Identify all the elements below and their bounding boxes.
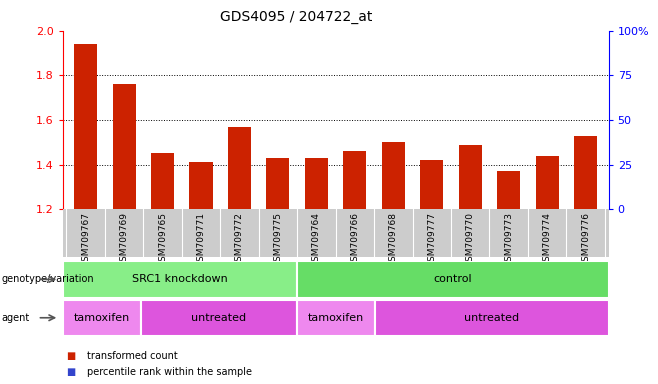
Text: tamoxifen: tamoxifen (74, 313, 130, 323)
Text: GDS4095 / 204722_at: GDS4095 / 204722_at (220, 10, 372, 23)
Text: control: control (434, 274, 472, 285)
Text: transformed count: transformed count (87, 351, 178, 361)
Bar (228, 127, 251, 209)
Bar (374, 300, 609, 336)
Bar (113, 84, 136, 209)
Bar (343, 151, 367, 209)
Text: genotype/variation: genotype/variation (1, 274, 94, 285)
Bar (297, 300, 374, 336)
Text: GSM709767: GSM709767 (81, 212, 90, 266)
Text: ■: ■ (66, 351, 75, 361)
Text: tamoxifen: tamoxifen (307, 313, 364, 323)
Text: GSM709773: GSM709773 (504, 212, 513, 266)
Text: GSM709771: GSM709771 (197, 212, 205, 266)
Bar (574, 136, 597, 209)
Text: untreated: untreated (191, 313, 246, 323)
Bar (382, 142, 405, 209)
Text: GSM709775: GSM709775 (273, 212, 282, 266)
Text: agent: agent (1, 313, 30, 323)
Text: untreated: untreated (464, 313, 519, 323)
Bar (297, 261, 609, 298)
Bar (266, 158, 290, 209)
Text: ■: ■ (66, 367, 75, 377)
Text: GSM709768: GSM709768 (389, 212, 398, 266)
Text: GSM709766: GSM709766 (350, 212, 359, 266)
Bar (63, 261, 297, 298)
Text: GSM709776: GSM709776 (581, 212, 590, 266)
Text: GSM709764: GSM709764 (312, 212, 321, 266)
Bar (459, 144, 482, 209)
Bar (63, 300, 141, 336)
Text: GSM709770: GSM709770 (466, 212, 474, 266)
Text: GSM709777: GSM709777 (427, 212, 436, 266)
Bar (141, 300, 297, 336)
Bar (497, 171, 520, 209)
Bar (305, 158, 328, 209)
Bar (420, 160, 443, 209)
Bar (74, 44, 97, 209)
Bar (536, 156, 559, 209)
Text: percentile rank within the sample: percentile rank within the sample (87, 367, 252, 377)
Text: GSM709772: GSM709772 (235, 212, 244, 266)
Text: GSM709769: GSM709769 (120, 212, 128, 266)
Text: SRC1 knockdown: SRC1 knockdown (132, 274, 228, 285)
Bar (151, 154, 174, 209)
Text: GSM709774: GSM709774 (543, 212, 551, 266)
Text: GSM709765: GSM709765 (158, 212, 167, 266)
Bar (190, 162, 213, 209)
